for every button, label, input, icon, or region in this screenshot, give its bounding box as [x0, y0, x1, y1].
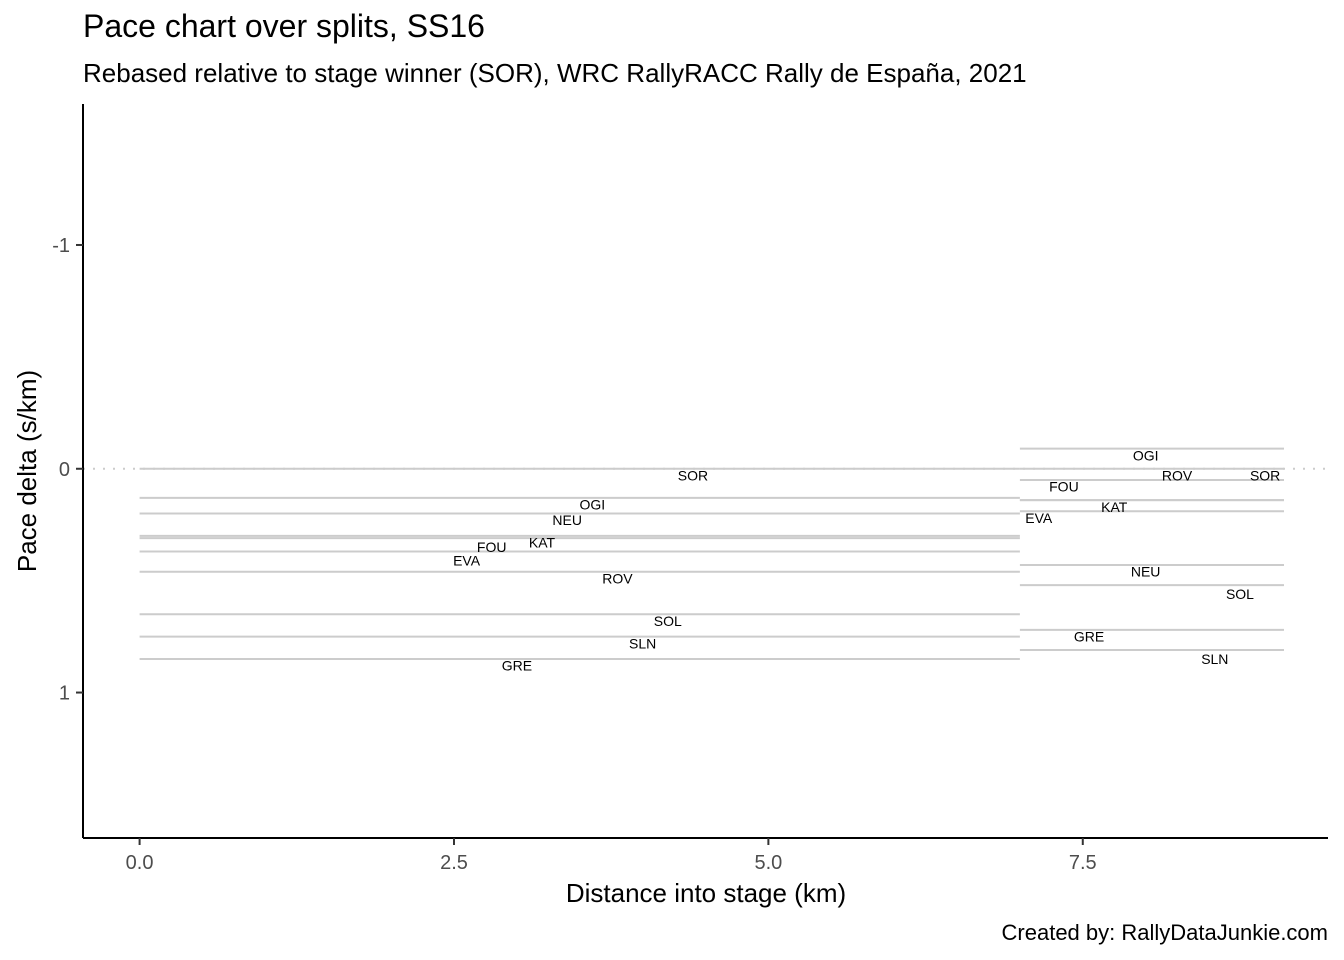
- segment-label-kat: KAT: [1101, 499, 1128, 515]
- y-axis-label: Pace delta (s/km): [12, 370, 42, 572]
- segment-label-eva: EVA: [1025, 510, 1053, 526]
- segment-label-rov: ROV: [602, 570, 633, 586]
- segment-label-ogi: OGI: [579, 497, 605, 513]
- chart-caption: Created by: RallyDataJunkie.com: [1001, 920, 1328, 945]
- segment-label-fou: FOU: [1049, 479, 1079, 495]
- segment-label-rov: ROV: [1162, 467, 1193, 483]
- segment-label-eva: EVA: [453, 553, 481, 569]
- segment-label-sor: SOR: [1250, 467, 1280, 483]
- segment-label-gre: GRE: [1074, 629, 1104, 645]
- segment-label-gre: GRE: [502, 658, 532, 674]
- segment-label-kat: KAT: [529, 535, 556, 551]
- x-tick-label: 7.5: [1069, 852, 1097, 874]
- x-tick-label: 2.5: [440, 852, 468, 874]
- chart-subtitle: Rebased relative to stage winner (SOR), …: [83, 58, 1027, 88]
- segment-label-sor: SOR: [678, 467, 708, 483]
- segment-label-neu: NEU: [552, 512, 582, 528]
- x-tick-label: 0.0: [126, 852, 154, 874]
- segment-label-fou: FOU: [477, 539, 507, 555]
- segment-label-sol: SOL: [654, 613, 682, 629]
- segment-label-sol: SOL: [1226, 586, 1254, 602]
- segment-label-sln: SLN: [629, 635, 656, 651]
- chart-title: Pace chart over splits, SS16: [83, 8, 485, 44]
- y-tick-label: 1: [59, 683, 70, 705]
- segment-label-ogi: OGI: [1133, 447, 1159, 463]
- x-tick-label: 5.0: [754, 852, 782, 874]
- x-axis-label: Distance into stage (km): [566, 878, 846, 908]
- y-tick-label: 0: [59, 459, 70, 481]
- segment-label-neu: NEU: [1131, 564, 1161, 580]
- y-tick-label: -1: [52, 235, 70, 257]
- segment-label-sln: SLN: [1201, 651, 1228, 667]
